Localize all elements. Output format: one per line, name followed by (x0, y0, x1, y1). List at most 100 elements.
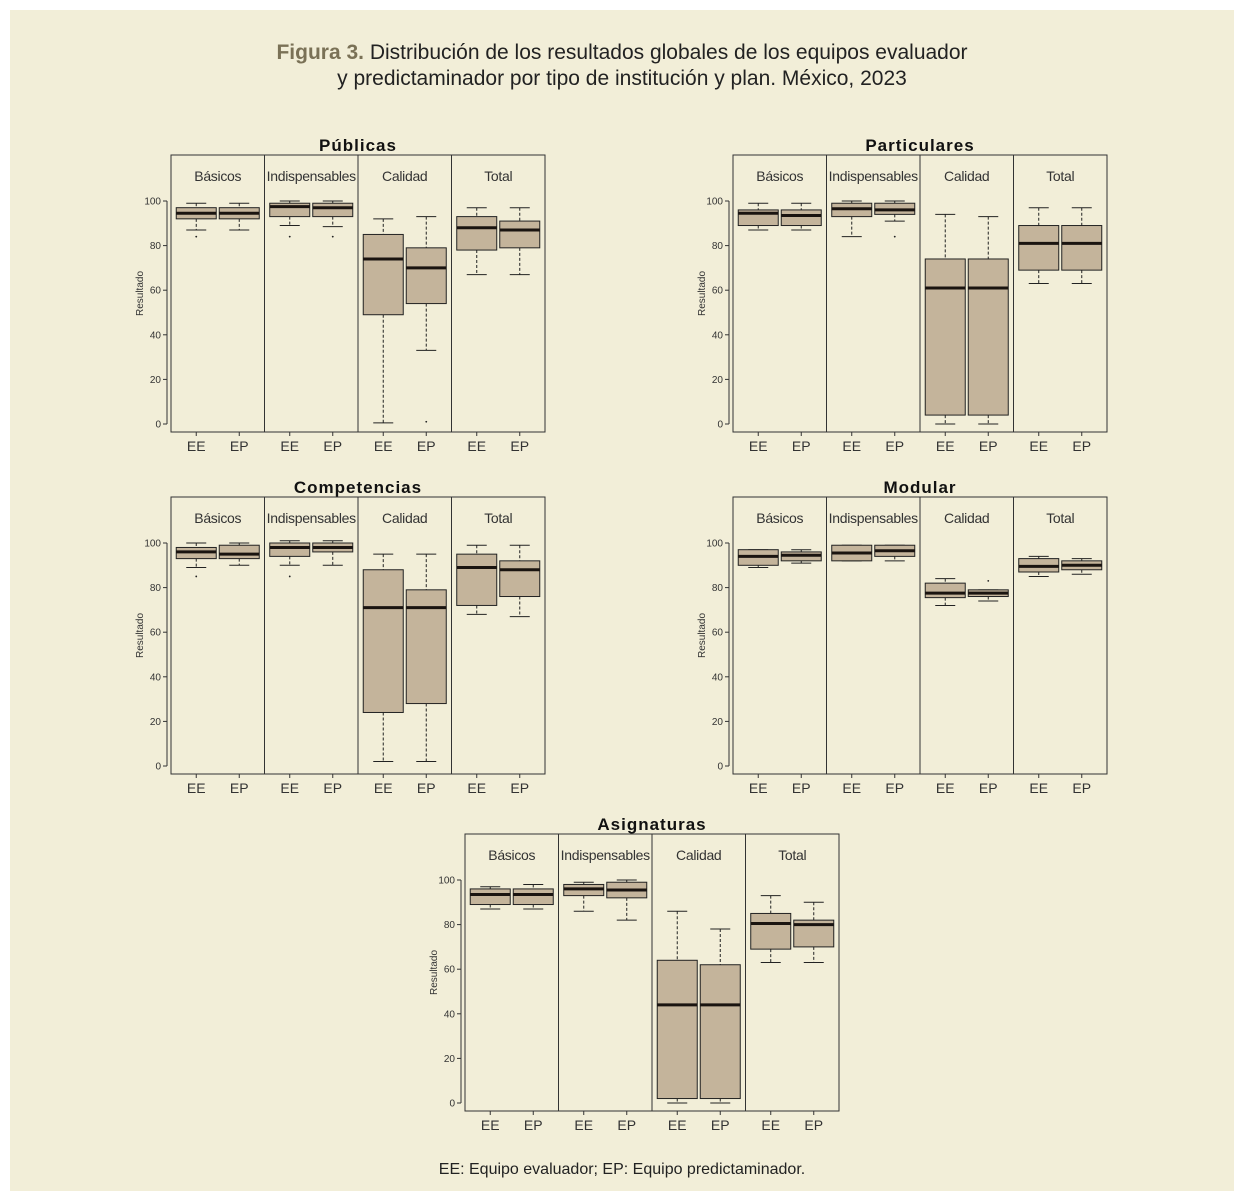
box-iqr (218, 544, 260, 560)
box-iqr (405, 247, 447, 305)
x-tick-label: EE (574, 1117, 593, 1133)
x-tick-label: EP (617, 1117, 636, 1133)
y-tick-label: 100 (438, 876, 455, 887)
x-tick-label: EP (804, 1117, 823, 1133)
y-tick-label: 20 (150, 717, 162, 728)
box-iqr (924, 258, 966, 416)
panel-frame (826, 496, 921, 775)
x-tick-label: EE (1029, 438, 1048, 454)
y-tick-label: 100 (706, 539, 723, 550)
x-tick-label: EE (749, 780, 768, 796)
boxplot-chart-3: Competencias 0 20 40 60 80 100 Resultado Básicos… (135, 478, 546, 796)
box-iqr (362, 233, 404, 316)
panel-frame (451, 154, 546, 433)
outlier-point (425, 420, 428, 423)
boxplot-chart-1: Públicas 0 20 40 60 80 100 Resultado Básicos EE EP… (135, 136, 546, 454)
outlier-point (288, 575, 291, 578)
y-tick-label: 20 (444, 1054, 456, 1065)
box-iqr (750, 912, 792, 950)
figure-title-line-1: Distribución de los resultados globales … (369, 41, 968, 64)
y-tick-label: 40 (444, 1009, 456, 1020)
panel-label: Total (1046, 168, 1074, 184)
y-tick-label: 60 (712, 286, 724, 297)
x-tick-label: EP (524, 1117, 543, 1133)
panel-label: Total (484, 510, 512, 526)
box-iqr (780, 209, 822, 227)
panel-frame (745, 833, 840, 1112)
y-tick-label: 40 (150, 672, 162, 683)
x-tick-label: EE (187, 438, 206, 454)
chart-title: Asignaturas (597, 815, 706, 834)
panel-label: Calidad (676, 847, 721, 863)
panel-label: Total (484, 168, 512, 184)
y-axis-label: Resultado (697, 613, 708, 658)
box-iqr (469, 888, 511, 906)
box-iqr (456, 553, 498, 606)
y-tick-label: 60 (150, 286, 162, 297)
box-iqr (656, 959, 698, 1100)
outlier-point (195, 575, 198, 578)
box-iqr (967, 258, 1009, 416)
x-tick-label: EP (885, 780, 904, 796)
boxplot-chart-4: Modular 0 20 40 60 80 100 Resultado Básicos EE EP I… (697, 478, 1108, 796)
box-iqr (699, 964, 741, 1100)
box-iqr (512, 888, 554, 906)
y-tick-label: 60 (444, 965, 456, 976)
panel-label: Total (778, 847, 806, 863)
panel-label: Calidad (382, 168, 427, 184)
panel-label: Indispensables (267, 168, 356, 184)
x-tick-label: EE (187, 780, 206, 796)
y-axis-label: Resultado (429, 950, 440, 995)
outlier-point (331, 235, 334, 238)
box-iqr (924, 582, 966, 599)
chart-title: Particulares (865, 136, 974, 155)
panel-label: Indispensables (829, 168, 918, 184)
panel-frame (1013, 154, 1108, 433)
x-tick-label: EE (374, 780, 393, 796)
panel-label: Básicos (194, 510, 241, 526)
panel-frame (1013, 496, 1108, 775)
x-tick-label: EP (979, 780, 998, 796)
box-iqr (269, 542, 311, 557)
panel-frame (826, 154, 921, 433)
y-tick-label: 20 (712, 717, 724, 728)
x-tick-label: EP (230, 438, 249, 454)
x-tick-label: EE (842, 438, 861, 454)
y-tick-label: 0 (155, 762, 161, 773)
box-iqr (499, 560, 541, 598)
x-tick-label: EP (510, 780, 529, 796)
outlier-point (893, 235, 896, 238)
panel-label: Básicos (756, 168, 803, 184)
x-tick-label: EP (792, 438, 811, 454)
x-tick-label: EP (323, 780, 342, 796)
y-tick-label: 80 (150, 241, 162, 252)
y-axis-label: Resultado (135, 271, 146, 316)
x-tick-label: EE (280, 438, 299, 454)
x-tick-label: EP (1072, 780, 1091, 796)
x-tick-label: EP (792, 780, 811, 796)
x-tick-label: EE (842, 780, 861, 796)
figure-label: Figura 3. (276, 41, 364, 64)
outlier-point (288, 235, 291, 238)
y-tick-label: 0 (449, 1099, 455, 1110)
panel-label: Indispensables (829, 510, 918, 526)
panel-label: Básicos (488, 847, 535, 863)
box-iqr (1018, 225, 1060, 271)
panel-label: Básicos (756, 510, 803, 526)
x-tick-label: EE (467, 780, 486, 796)
panel-label: Indispensables (561, 847, 650, 863)
panel-frame (919, 496, 1014, 775)
x-tick-label: EE (374, 438, 393, 454)
x-tick-label: EE (467, 438, 486, 454)
box-iqr (499, 220, 541, 249)
y-tick-label: 100 (144, 197, 161, 208)
x-tick-label: EP (885, 438, 904, 454)
panel-label: Calidad (944, 510, 989, 526)
chart-title: Competencias (294, 478, 422, 497)
panel-frame (451, 496, 546, 775)
x-tick-label: EE (761, 1117, 780, 1133)
x-tick-label: EP (417, 438, 436, 454)
x-tick-label: EP (417, 780, 436, 796)
y-tick-label: 20 (712, 375, 724, 386)
